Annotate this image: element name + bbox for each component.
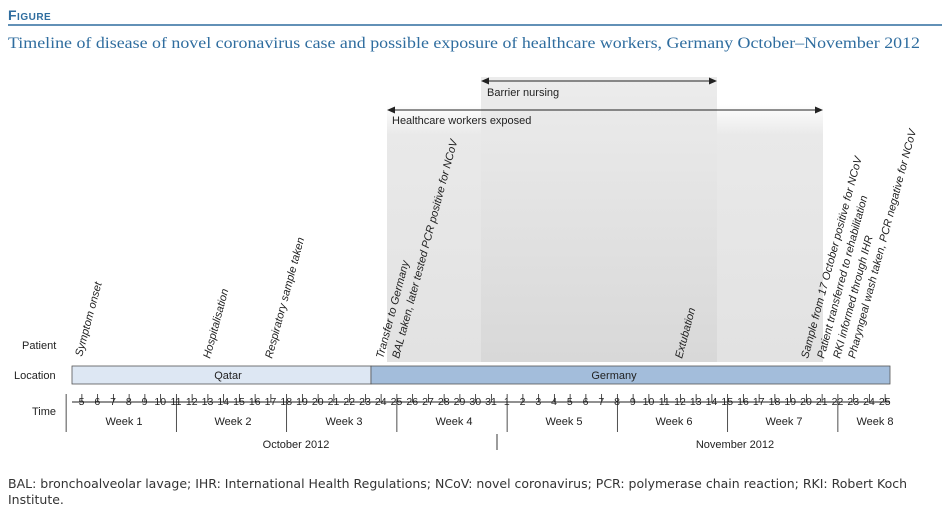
day-label: 5	[79, 396, 85, 408]
event-respiratory-sample: Respiratory sample taken	[263, 236, 307, 360]
day-label: 8	[614, 396, 620, 408]
day-label: 11	[659, 396, 670, 408]
day-label: 12	[186, 396, 198, 408]
event-symptom-onset: Symptom onset	[73, 280, 105, 358]
day-label: 23	[359, 396, 371, 408]
day-label: 29	[454, 396, 466, 408]
week-label-6: Week 6	[655, 416, 692, 428]
day-label: 11	[171, 396, 182, 408]
day-label: 31	[485, 396, 497, 408]
day-label: 12	[674, 396, 686, 408]
row-label-time: Time	[32, 406, 56, 418]
row-label-location: Location	[14, 370, 56, 382]
week-label-5: Week 5	[545, 416, 582, 428]
day-label: 24	[375, 396, 387, 408]
day-label: 21	[816, 396, 828, 408]
day-label: 19	[296, 396, 308, 408]
barrier-nursing-area	[481, 77, 717, 362]
day-label: 17	[265, 396, 277, 408]
day-label: 6	[583, 396, 589, 408]
location-germany-label: Germany	[591, 370, 637, 382]
day-label: 28	[438, 396, 450, 408]
day-label: 9	[630, 396, 636, 408]
location-qatar-label: Qatar	[214, 370, 242, 382]
day-label: 3	[535, 396, 541, 408]
day-label: 23	[847, 396, 859, 408]
barrier-nursing-label: Barrier nursing	[487, 87, 559, 99]
day-label: 8	[126, 396, 132, 408]
day-label: 18	[280, 396, 292, 408]
healthcare-exposed-label: Healthcare workers exposed	[392, 115, 531, 127]
day-label: 14	[217, 396, 229, 408]
day-label: 20	[312, 396, 324, 408]
day-label: 15	[721, 396, 733, 408]
day-label: 7	[110, 396, 116, 408]
week-labels: Week 1 Week 2 Week 3 Week 4 Week 5 Week …	[105, 416, 893, 428]
day-label: 13	[690, 396, 702, 408]
day-label: 5	[567, 396, 573, 408]
figure-label: Figure	[8, 7, 51, 23]
week-label-4: Week 4	[435, 416, 472, 428]
day-axis: 5 6 7 8 9 10 11 12 13 14 15 16 17 18 19 20 21 22 23 24 25 26 2…	[65, 394, 891, 432]
day-label: 30	[469, 396, 481, 408]
day-label: 15	[233, 396, 245, 408]
day-label: 7	[598, 396, 604, 408]
figure-title: Timeline of disease of novel coronavirus…	[8, 35, 920, 52]
day-label: 16	[249, 396, 261, 408]
row-label-patient: Patient	[22, 340, 56, 352]
day-label: 16	[737, 396, 749, 408]
day-label: 9	[142, 396, 148, 408]
day-label: 22	[832, 396, 844, 408]
day-label: 21	[328, 396, 340, 408]
day-label: 6	[94, 396, 100, 408]
day-label: 10	[154, 396, 166, 408]
location-germany-bar	[370, 365, 891, 385]
month-label-november: November 2012	[696, 439, 774, 451]
week-label-3: Week 3	[325, 416, 362, 428]
day-label: 25	[879, 396, 891, 408]
day-label: 24	[863, 396, 875, 408]
month-label-october: October 2012	[263, 439, 330, 451]
day-label: 1	[504, 396, 510, 408]
day-label: 22	[343, 396, 355, 408]
week-label-2: Week 2	[214, 416, 251, 428]
day-label: 20	[800, 396, 812, 408]
barrier-nursing-arrow	[481, 77, 717, 85]
day-label: 27	[422, 396, 434, 408]
day-label: 2	[520, 396, 526, 408]
healthcare-exposed-arrow	[387, 106, 823, 114]
day-label: 18	[769, 396, 781, 408]
event-hospitalisation: Hospitalisation	[201, 288, 231, 360]
day-label: 19	[784, 396, 796, 408]
day-label: 17	[753, 396, 765, 408]
day-label: 25	[391, 396, 403, 408]
footnote: BAL: bronchoalveolar lavage; IHR: Intern…	[8, 476, 908, 507]
week-label-1: Week 1	[105, 416, 142, 428]
day-label: 14	[706, 396, 718, 408]
day-label: 10	[643, 396, 655, 408]
day-label: 13	[202, 396, 214, 408]
day-label: 26	[406, 396, 418, 408]
week-label-7: Week 7	[765, 416, 802, 428]
day-label: 4	[551, 396, 557, 408]
week-label-8: Week 8	[856, 416, 893, 428]
